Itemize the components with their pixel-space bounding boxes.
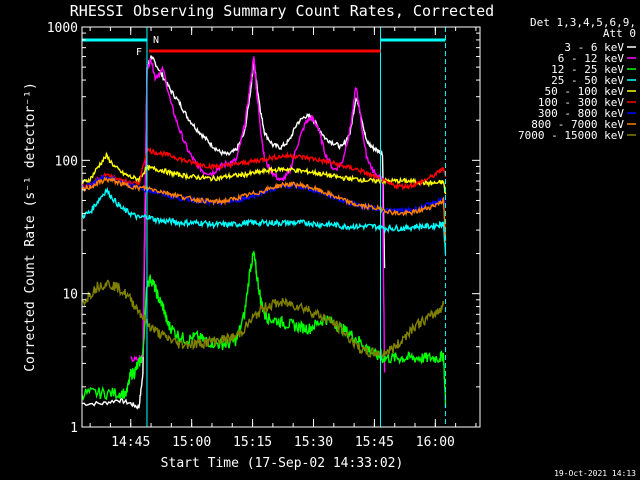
footer-timestamp: 19-Oct-2021 14:13: [554, 469, 636, 478]
legend-entry-label: 7000 - 15000 keV: [518, 129, 624, 142]
series-line-3: [82, 250, 447, 408]
legend-title-line: Att 0: [603, 27, 636, 40]
x-tick-label: 15:00: [172, 435, 211, 450]
legend-entry-label: 50 - 100 keV: [545, 85, 625, 98]
y-tick-label: 100: [55, 154, 78, 169]
tick-layer: 1 10 100 1000 14:45 15:00 15:15 15:30 15:45 16:00: [47, 21, 480, 450]
x-tick-label: 16:00: [416, 435, 455, 450]
legend-entry-label: 800 - 7000 keV: [531, 118, 624, 131]
x-tick-label: 15:15: [233, 435, 272, 450]
flare-flag-label: F: [136, 47, 142, 58]
x-tick-label: 14:45: [111, 435, 150, 450]
legend-entry-label: 300 - 800 keV: [538, 107, 624, 120]
y-axis-label: Corrected Count Rate (s⁻¹ detector⁻¹): [23, 82, 38, 372]
legend-entry-label: 3 - 6 keV: [564, 41, 624, 54]
series-line-6: [82, 146, 447, 191]
legend-entry-label: 25 - 50 keV: [551, 74, 624, 87]
series-line-4: [82, 186, 447, 255]
legend-entry-label: 12 - 25 keV: [551, 63, 624, 76]
y-tick-label: 1000: [47, 21, 78, 36]
series-layer: [82, 55, 447, 410]
marker-layer: FN: [82, 27, 446, 427]
plot-frame: [81, 26, 481, 428]
series-line-2: [130, 56, 386, 373]
y-tick-label: 10: [62, 288, 78, 303]
x-tick-label: 15:45: [355, 435, 394, 450]
flag-label-2: N: [153, 35, 159, 46]
x-axis-label: Start Time (17-Sep-02 14:33:02): [161, 456, 404, 471]
series-line-5: [82, 151, 447, 195]
x-tick-label: 15:30: [294, 435, 333, 450]
series-line-9: [82, 279, 445, 359]
series-line-8: [82, 176, 447, 242]
y-tick-label: 1: [70, 421, 78, 436]
legend-entry-label: 6 - 12 keV: [558, 52, 625, 65]
chart-title: RHESSI Observing Summary Count Rates, Co…: [70, 2, 494, 20]
legend-title-line: Det 1,3,4,5,6,9,: [530, 16, 636, 29]
legend-entry-label: 100 - 300 keV: [538, 96, 624, 109]
